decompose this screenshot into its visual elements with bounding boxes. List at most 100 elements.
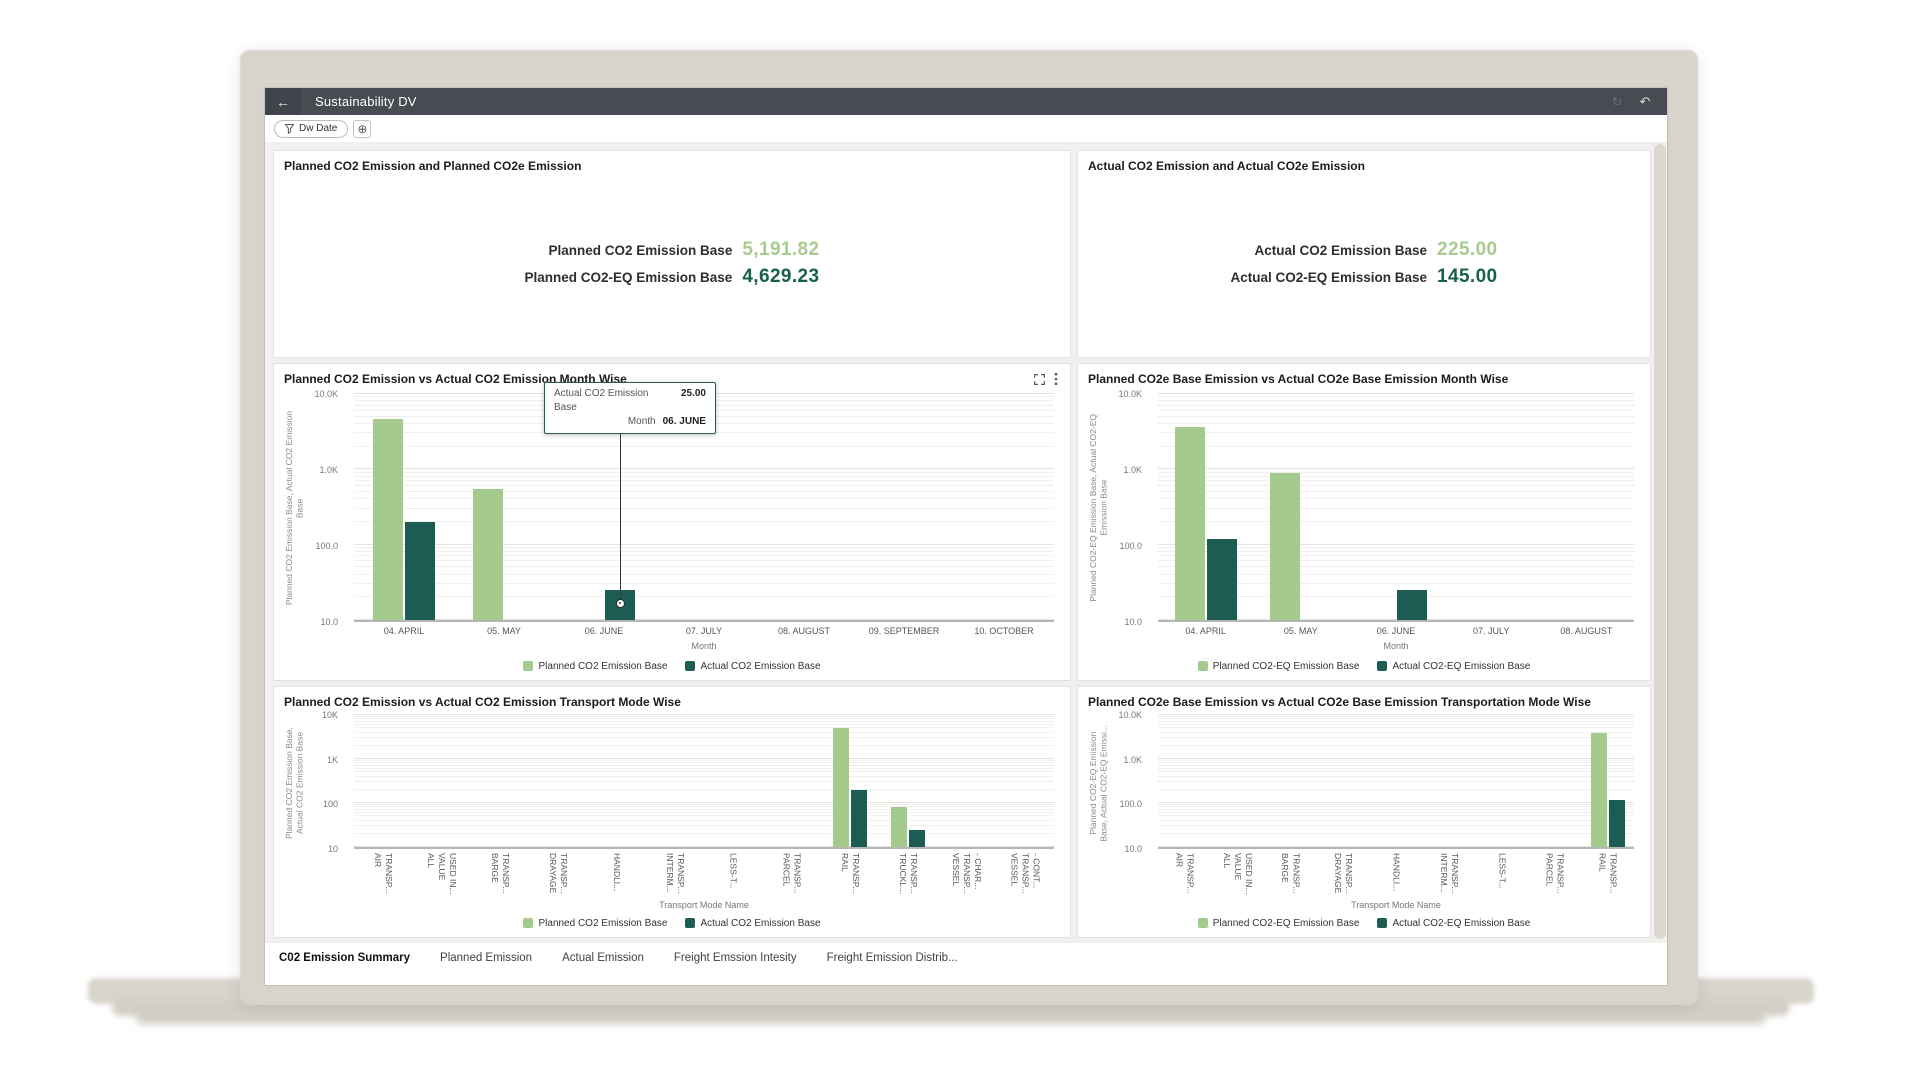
gridline	[354, 555, 1054, 557]
chart-panel-co2e-month: Planned CO2e Base Emission vs Actual CO2…	[1077, 363, 1651, 681]
bar-actual[interactable]	[850, 789, 867, 847]
x-label: VESSEL TRANSP... - CONT...	[1009, 853, 1042, 894]
gridline	[1158, 468, 1634, 470]
tab-actual-emission[interactable]: Actual Emission	[562, 952, 644, 964]
bar-planned[interactable]	[473, 488, 503, 620]
legend-swatch	[1377, 918, 1388, 928]
legend-label: Actual CO2-EQ Emission Base	[1392, 917, 1531, 929]
kebab-menu-icon[interactable]	[1054, 372, 1058, 386]
gridline	[1158, 744, 1634, 746]
gridline	[1158, 762, 1634, 764]
gridline	[354, 716, 1054, 718]
bar-planned[interactable]	[372, 419, 403, 620]
x-label: RAIL TRANSP...	[839, 853, 861, 894]
legend-item[interactable]: Planned CO2 Emission Base	[523, 661, 667, 672]
bar-actual[interactable]	[1206, 538, 1237, 620]
expand-icon[interactable]	[1033, 373, 1046, 386]
back-button[interactable]: ←	[265, 88, 301, 115]
x-label: AIR TRANSP...	[1174, 853, 1196, 894]
x-label: PARCEL TRANSP...	[1544, 853, 1566, 894]
gridline	[1158, 714, 1634, 715]
bar-actual[interactable]	[404, 522, 435, 620]
gridline	[354, 764, 1054, 766]
tooltip-value: 25.00	[680, 388, 706, 399]
gridline	[1158, 471, 1634, 473]
undo-icon[interactable]: ↶	[1639, 93, 1651, 109]
gridline	[1158, 566, 1634, 568]
x-label: 04. APRIL	[383, 626, 425, 636]
kpi-panel-actual: Actual CO2 Emission and Actual CO2e Emis…	[1077, 150, 1651, 358]
bar-planned[interactable]	[1590, 732, 1607, 847]
gridline	[1158, 764, 1634, 766]
tooltip-marker	[615, 599, 625, 608]
gridline	[1158, 846, 1634, 847]
vertical-scrollbar[interactable]	[1654, 144, 1666, 939]
gridline	[1158, 596, 1634, 598]
bar-planned[interactable]	[832, 728, 849, 847]
legend-label: Actual CO2 Emission Base	[700, 660, 821, 672]
bar-planned[interactable]	[1174, 426, 1205, 620]
bar-planned[interactable]	[891, 807, 908, 847]
tooltip-value: 06. JUNE	[662, 416, 706, 427]
chart-title: Planned CO2e Base Emission vs Actual CO2…	[1088, 695, 1591, 709]
add-filter-button[interactable]: ⊕	[353, 119, 372, 138]
legend-item[interactable]: Actual CO2 Emission Base	[685, 917, 821, 929]
bar-actual[interactable]	[1397, 590, 1427, 620]
legend-item[interactable]: Planned CO2-EQ Emission Base	[1197, 660, 1360, 672]
kpi-label: Actual CO2 Emission Base	[1254, 243, 1428, 258]
gridline	[1158, 547, 1634, 549]
panel-title: Actual CO2 Emission and Actual CO2e Emis…	[1088, 159, 1365, 173]
gridline	[1158, 811, 1634, 813]
x-axis-title: Month	[691, 641, 717, 651]
bar-planned[interactable]	[1269, 472, 1300, 620]
kpi-row: Planned CO2 Emission and Planned CO2e Em…	[273, 150, 1651, 358]
gridline	[1158, 393, 1634, 394]
legend-item[interactable]: Planned CO2-EQ Emission Base	[1197, 918, 1359, 929]
y-axis-ticks: 10.0K 1.0K 100.0 10.0	[1088, 389, 1150, 627]
legend-label: Planned CO2-EQ Emission Base	[1212, 660, 1360, 672]
tab-freight-emission-intesity[interactable]: Freight Emssion Intesity	[673, 952, 797, 964]
x-axis-labels: 04. APRIL 05. MAY 06. JUNE 07. JULY 08. AUGU…	[354, 626, 1054, 638]
tab-freight-emission-distribution[interactable]: Freight Emission Distrib...	[826, 952, 958, 964]
x-label: 05. MAY	[1283, 626, 1318, 636]
plot-area	[1158, 714, 1634, 849]
chart-panel-co2-month: Planned CO2 Emission vs Actual CO2 Emiss…	[273, 363, 1071, 681]
legend-swatch	[685, 661, 696, 671]
x-label: RAIL TRANSP...	[1597, 853, 1619, 894]
kpi-label: Planned CO2 Emission Base	[548, 243, 733, 258]
x-label: HANDLI...	[1391, 853, 1402, 892]
tab-planned-emission[interactable]: Planned Emission	[440, 952, 533, 964]
sustainability-dv-app: ← Sustainability DV ↻ ↶ Dw Date ⊕	[265, 88, 1667, 985]
gridline	[354, 819, 1054, 821]
legend-item[interactable]: Planned CO2 Emission Base	[523, 918, 667, 929]
y-tick: 1.0K	[1123, 465, 1142, 476]
gridline	[354, 468, 1054, 470]
gridline	[354, 491, 1054, 493]
gridline	[354, 811, 1054, 813]
gridline	[354, 714, 1054, 715]
x-label: LESS-T...	[1497, 853, 1508, 889]
gridline	[1158, 396, 1634, 398]
chart-area: Planned CO2 Emission Base, Actual CO2 Em…	[284, 382, 1060, 656]
gridline	[1158, 445, 1634, 447]
y-tick: 1.0K	[1123, 754, 1142, 765]
gridline	[1158, 808, 1634, 810]
bar-actual[interactable]	[1608, 799, 1625, 847]
legend: Planned CO2-EQ Emission Base Actual CO2-E…	[1088, 913, 1640, 933]
legend-item[interactable]: Actual CO2-EQ Emission Base	[1377, 661, 1530, 672]
x-label: VESSEL TRANSP... - CHAR...	[950, 853, 984, 894]
tab-co2-emission-summary[interactable]: C02 Emission Summary	[279, 952, 411, 964]
gridline	[354, 815, 1054, 817]
gridline	[354, 762, 1054, 764]
y-tick: 10.0K	[1118, 710, 1142, 720]
legend-item[interactable]: Actual CO2-EQ Emission Base	[1377, 918, 1530, 929]
filter-chip-dw-date[interactable]: Dw Date	[274, 119, 349, 138]
refresh-icon[interactable]: ↻	[1611, 93, 1623, 109]
x-label: INTERM... TRANSP...	[664, 853, 686, 894]
legend-label: Actual CO2 Emission Base	[700, 917, 821, 929]
bar-actual[interactable]	[909, 829, 926, 847]
gridline	[354, 744, 1054, 746]
legend-item[interactable]: Actual CO2 Emission Base	[685, 660, 821, 672]
chart-title: Planned CO2 Emission vs Actual CO2 Emiss…	[284, 695, 681, 709]
gridline	[1158, 727, 1634, 729]
